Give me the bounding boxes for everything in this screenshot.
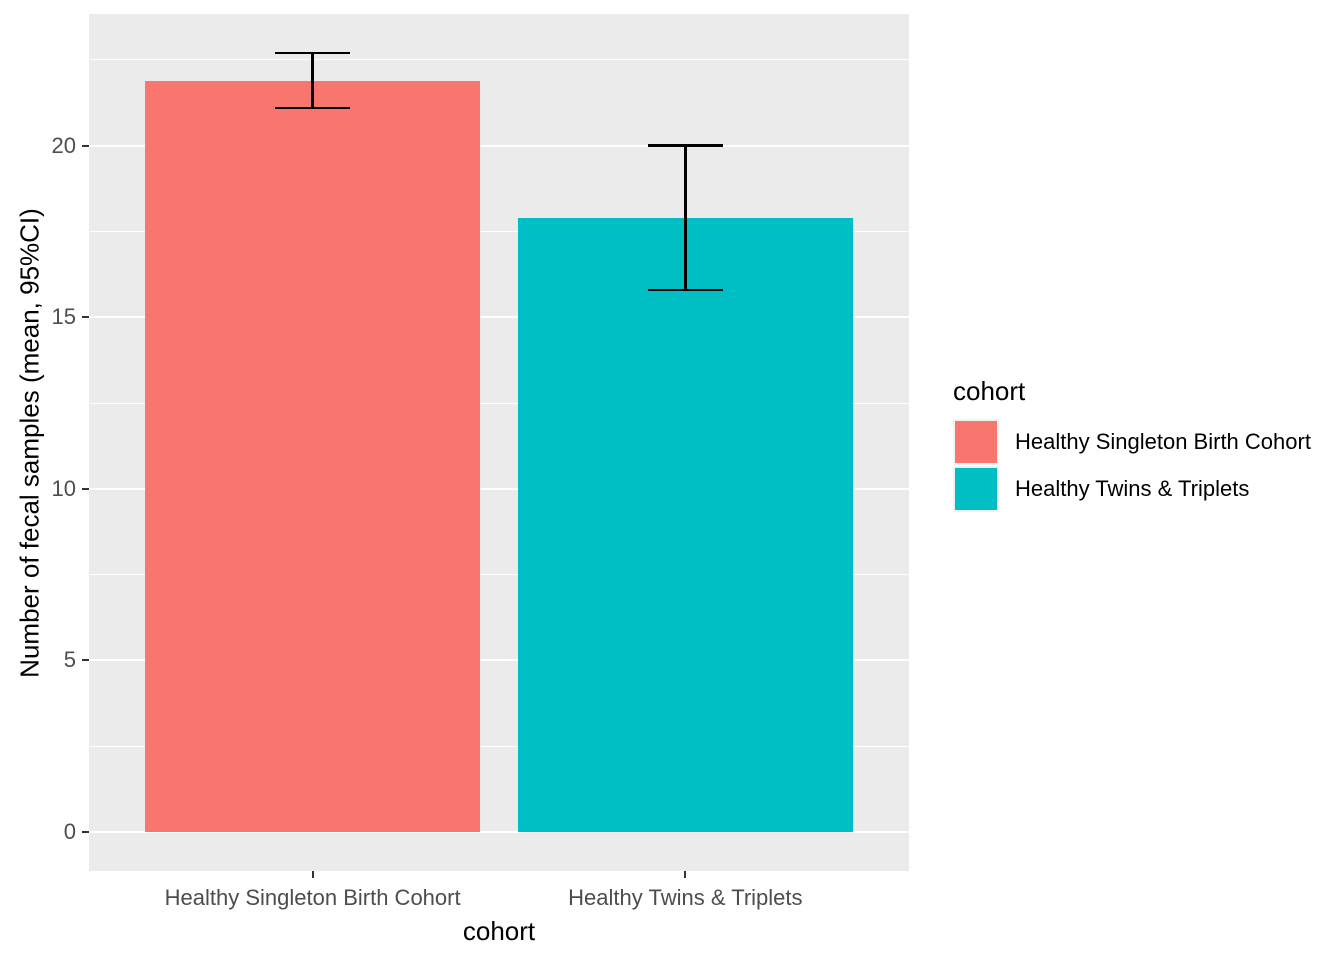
bar-healthy-singleton-birth-cohort [144,80,481,832]
bar-healthy-twins-triplets [517,217,854,832]
gridline-major [89,316,909,319]
gridline-major [89,487,909,490]
y-tick-mark [82,144,89,147]
plot-panel [89,14,909,871]
legend-swatch-teal [955,468,997,510]
y-axis-title: Number of fecal samples (mean, 95%CI) [14,208,45,678]
y-tick-mark [82,659,89,662]
y-tick-label: 5 [63,647,76,673]
y-tick-mark [82,487,89,490]
gridline-major [89,659,909,662]
legend-label: Healthy Singleton Birth Cohort [1015,429,1311,454]
legend-key [953,419,999,465]
error-bar-stem [311,53,314,108]
gridline-minor [89,402,909,404]
gridline-major [89,830,909,833]
y-tick-label: 0 [63,818,76,844]
legend-entry-healthy-singleton-birth-cohort: Healthy Singleton Birth Cohort [953,419,1311,465]
gridline-minor [89,574,909,576]
y-tick-mark [82,830,89,833]
x-tick-mark [684,871,687,878]
gridline-major [89,144,909,147]
x-tick-label: Healthy Singleton Birth Cohort [164,885,461,910]
y-tick-label: 10 [51,475,76,501]
legend-title: cohort [953,376,1026,406]
y-tick-mark [82,316,89,319]
legend-label: Healthy Twins & Triplets [1015,476,1250,501]
x-axis-title: cohort [462,916,536,946]
x-tick-mark [311,871,314,878]
error-bar-cap [648,144,723,147]
error-bar-cap [275,51,350,55]
legend: cohort Healthy Singleton Birth Cohort He… [953,376,1311,513]
error-bar-stem [684,145,687,290]
y-tick-label: 20 [51,132,76,158]
legend-entry-healthy-twins-triplets: Healthy Twins & Triplets [953,466,1311,512]
gridline-minor [89,745,909,747]
error-bar-cap [648,288,723,292]
gridline-minor [89,59,909,61]
legend-swatch-salmon [955,421,997,463]
gridline-minor [89,231,909,232]
x-tick-label: Healthy Twins & Triplets [568,885,803,910]
error-bar-cap [275,106,350,110]
legend-key [953,466,999,512]
y-tick-label: 15 [51,304,76,330]
